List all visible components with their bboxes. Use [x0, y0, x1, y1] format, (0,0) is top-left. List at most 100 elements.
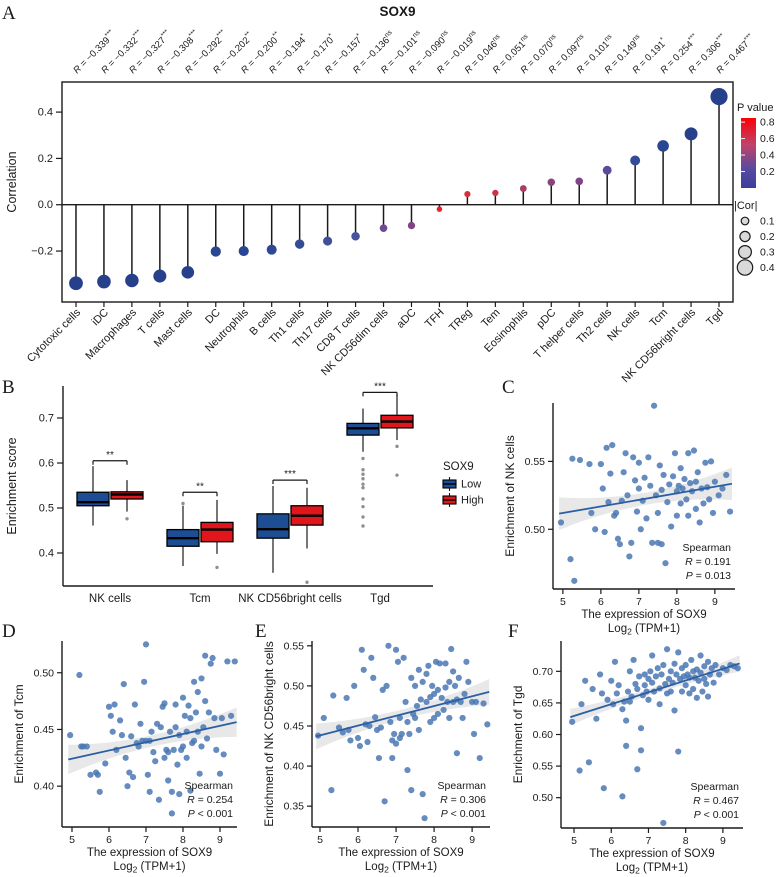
stats-annotation: R = 0.306 [440, 794, 486, 806]
y-axis-tick-label: 0.5 [39, 503, 54, 515]
scatter-point [685, 512, 692, 519]
y-axis-title: Enrichment score [5, 437, 19, 534]
x-axis-title: The expression of SOX9 [589, 848, 714, 860]
scatter-point [400, 654, 407, 661]
y-axis-tick-label: 0.45 [34, 724, 55, 736]
category-label: Macrophages [83, 306, 139, 362]
chart-element: ns [575, 33, 586, 44]
scatter-point [569, 455, 576, 462]
x-axis-tick-label: 8 [180, 834, 186, 846]
scatter-point [637, 526, 644, 533]
scatter-point [179, 743, 187, 750]
scatter-point [372, 714, 379, 721]
outlier-dot [361, 482, 365, 486]
y-axis-tick-label: 0.55 [525, 456, 546, 468]
chart-element: *** [743, 32, 754, 43]
scatter-point [673, 512, 680, 519]
chart-element: *** [687, 32, 698, 43]
scatter-point [87, 771, 94, 778]
scatter-point [703, 680, 710, 688]
scatter-point [102, 760, 109, 767]
scatter-point [619, 793, 626, 800]
scatter-point [411, 714, 419, 722]
chart-element: ns [411, 29, 422, 40]
scatter-point [667, 688, 674, 695]
category-label: NK cells [89, 593, 131, 605]
scatter-point [693, 694, 700, 701]
scatter-point [406, 730, 413, 738]
scatter-point [430, 714, 438, 722]
y-axis-tick-label: 0.45 [284, 720, 305, 732]
chart-element: ns [467, 29, 478, 40]
x-axis-tick-label: 5 [69, 834, 75, 846]
scatter-point [194, 688, 201, 696]
scatter-point [685, 450, 692, 457]
chart-element: ns [439, 29, 450, 40]
scatter-point [665, 675, 673, 683]
scatter-point [368, 654, 375, 661]
y-axis-tick-label: 0.60 [533, 729, 554, 741]
scatter-point [442, 684, 449, 691]
scatter-point [734, 665, 741, 672]
outlier-dot [181, 501, 185, 506]
category-label: Cytotoxic cells [25, 306, 84, 365]
scatter-point [343, 694, 350, 702]
scatter-point [633, 508, 641, 515]
scatter-point [419, 678, 426, 685]
scatter-point [626, 698, 633, 705]
scatter-point [576, 767, 583, 774]
chart-element: P [188, 808, 195, 820]
scatter-point [472, 698, 480, 706]
scatter-point [603, 444, 610, 451]
scatter-point [392, 646, 400, 653]
scatter-point [330, 692, 337, 699]
scatter-point [216, 770, 224, 777]
scatter-point [636, 673, 643, 680]
scatter-point [614, 535, 622, 542]
scatter-point [701, 663, 708, 670]
scatter-point [688, 656, 695, 664]
x-axis-tick-label: 5 [560, 596, 566, 608]
scatter-point [442, 660, 449, 667]
trend-line [558, 482, 733, 515]
scatter-point [105, 703, 113, 710]
outlier-dot [361, 524, 365, 528]
scatter-point [157, 724, 164, 731]
scatter-point [146, 788, 153, 795]
scatter-point [425, 662, 432, 669]
scatter-point [634, 766, 641, 773]
scatter-point [187, 787, 194, 794]
scatter-point [707, 458, 715, 465]
scatter-point [609, 441, 616, 449]
y-axis-tick-label: 0.40 [284, 761, 305, 773]
chart-element: Log [365, 861, 384, 873]
cor-legend-circle [736, 259, 754, 276]
scatter-point [198, 675, 205, 682]
scatter-point [150, 749, 157, 756]
scatter-point [704, 658, 712, 665]
y-axis-title: Enrichment of NK cells [503, 435, 517, 556]
outlier-dot [361, 477, 365, 481]
box [76, 491, 110, 507]
chart-element: R [693, 795, 701, 807]
scatter-point [641, 671, 648, 678]
scatter-point [320, 714, 327, 722]
scatter-point [440, 706, 447, 714]
scatter-point [423, 670, 430, 677]
scatter-point [453, 750, 461, 757]
chart-element: R [187, 794, 195, 806]
scatter-point [604, 696, 611, 703]
category-label: pDC [534, 307, 558, 331]
scatter-point [630, 656, 637, 664]
scatter-point [641, 474, 648, 481]
scatter-point [630, 454, 637, 461]
y-axis-tick-label: 0.55 [284, 640, 305, 652]
scatter-point [438, 694, 445, 702]
scatter-point [597, 460, 604, 468]
scatter-point [358, 646, 365, 653]
chart-element: * [328, 32, 335, 39]
scatter-point [660, 471, 667, 479]
chart-element: P [441, 808, 448, 820]
